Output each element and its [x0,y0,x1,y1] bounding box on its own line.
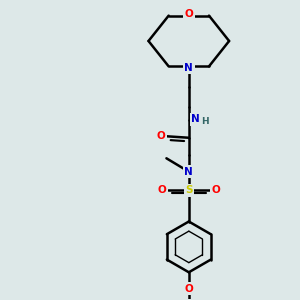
Text: O: O [211,185,220,195]
Text: N: N [191,114,200,124]
Text: O: O [184,9,193,19]
Text: O: O [184,284,193,294]
Text: H: H [201,117,209,126]
Text: N: N [184,167,193,177]
Text: N: N [184,63,193,73]
Text: O: O [158,185,166,195]
Text: S: S [185,185,193,195]
Text: O: O [157,131,165,141]
